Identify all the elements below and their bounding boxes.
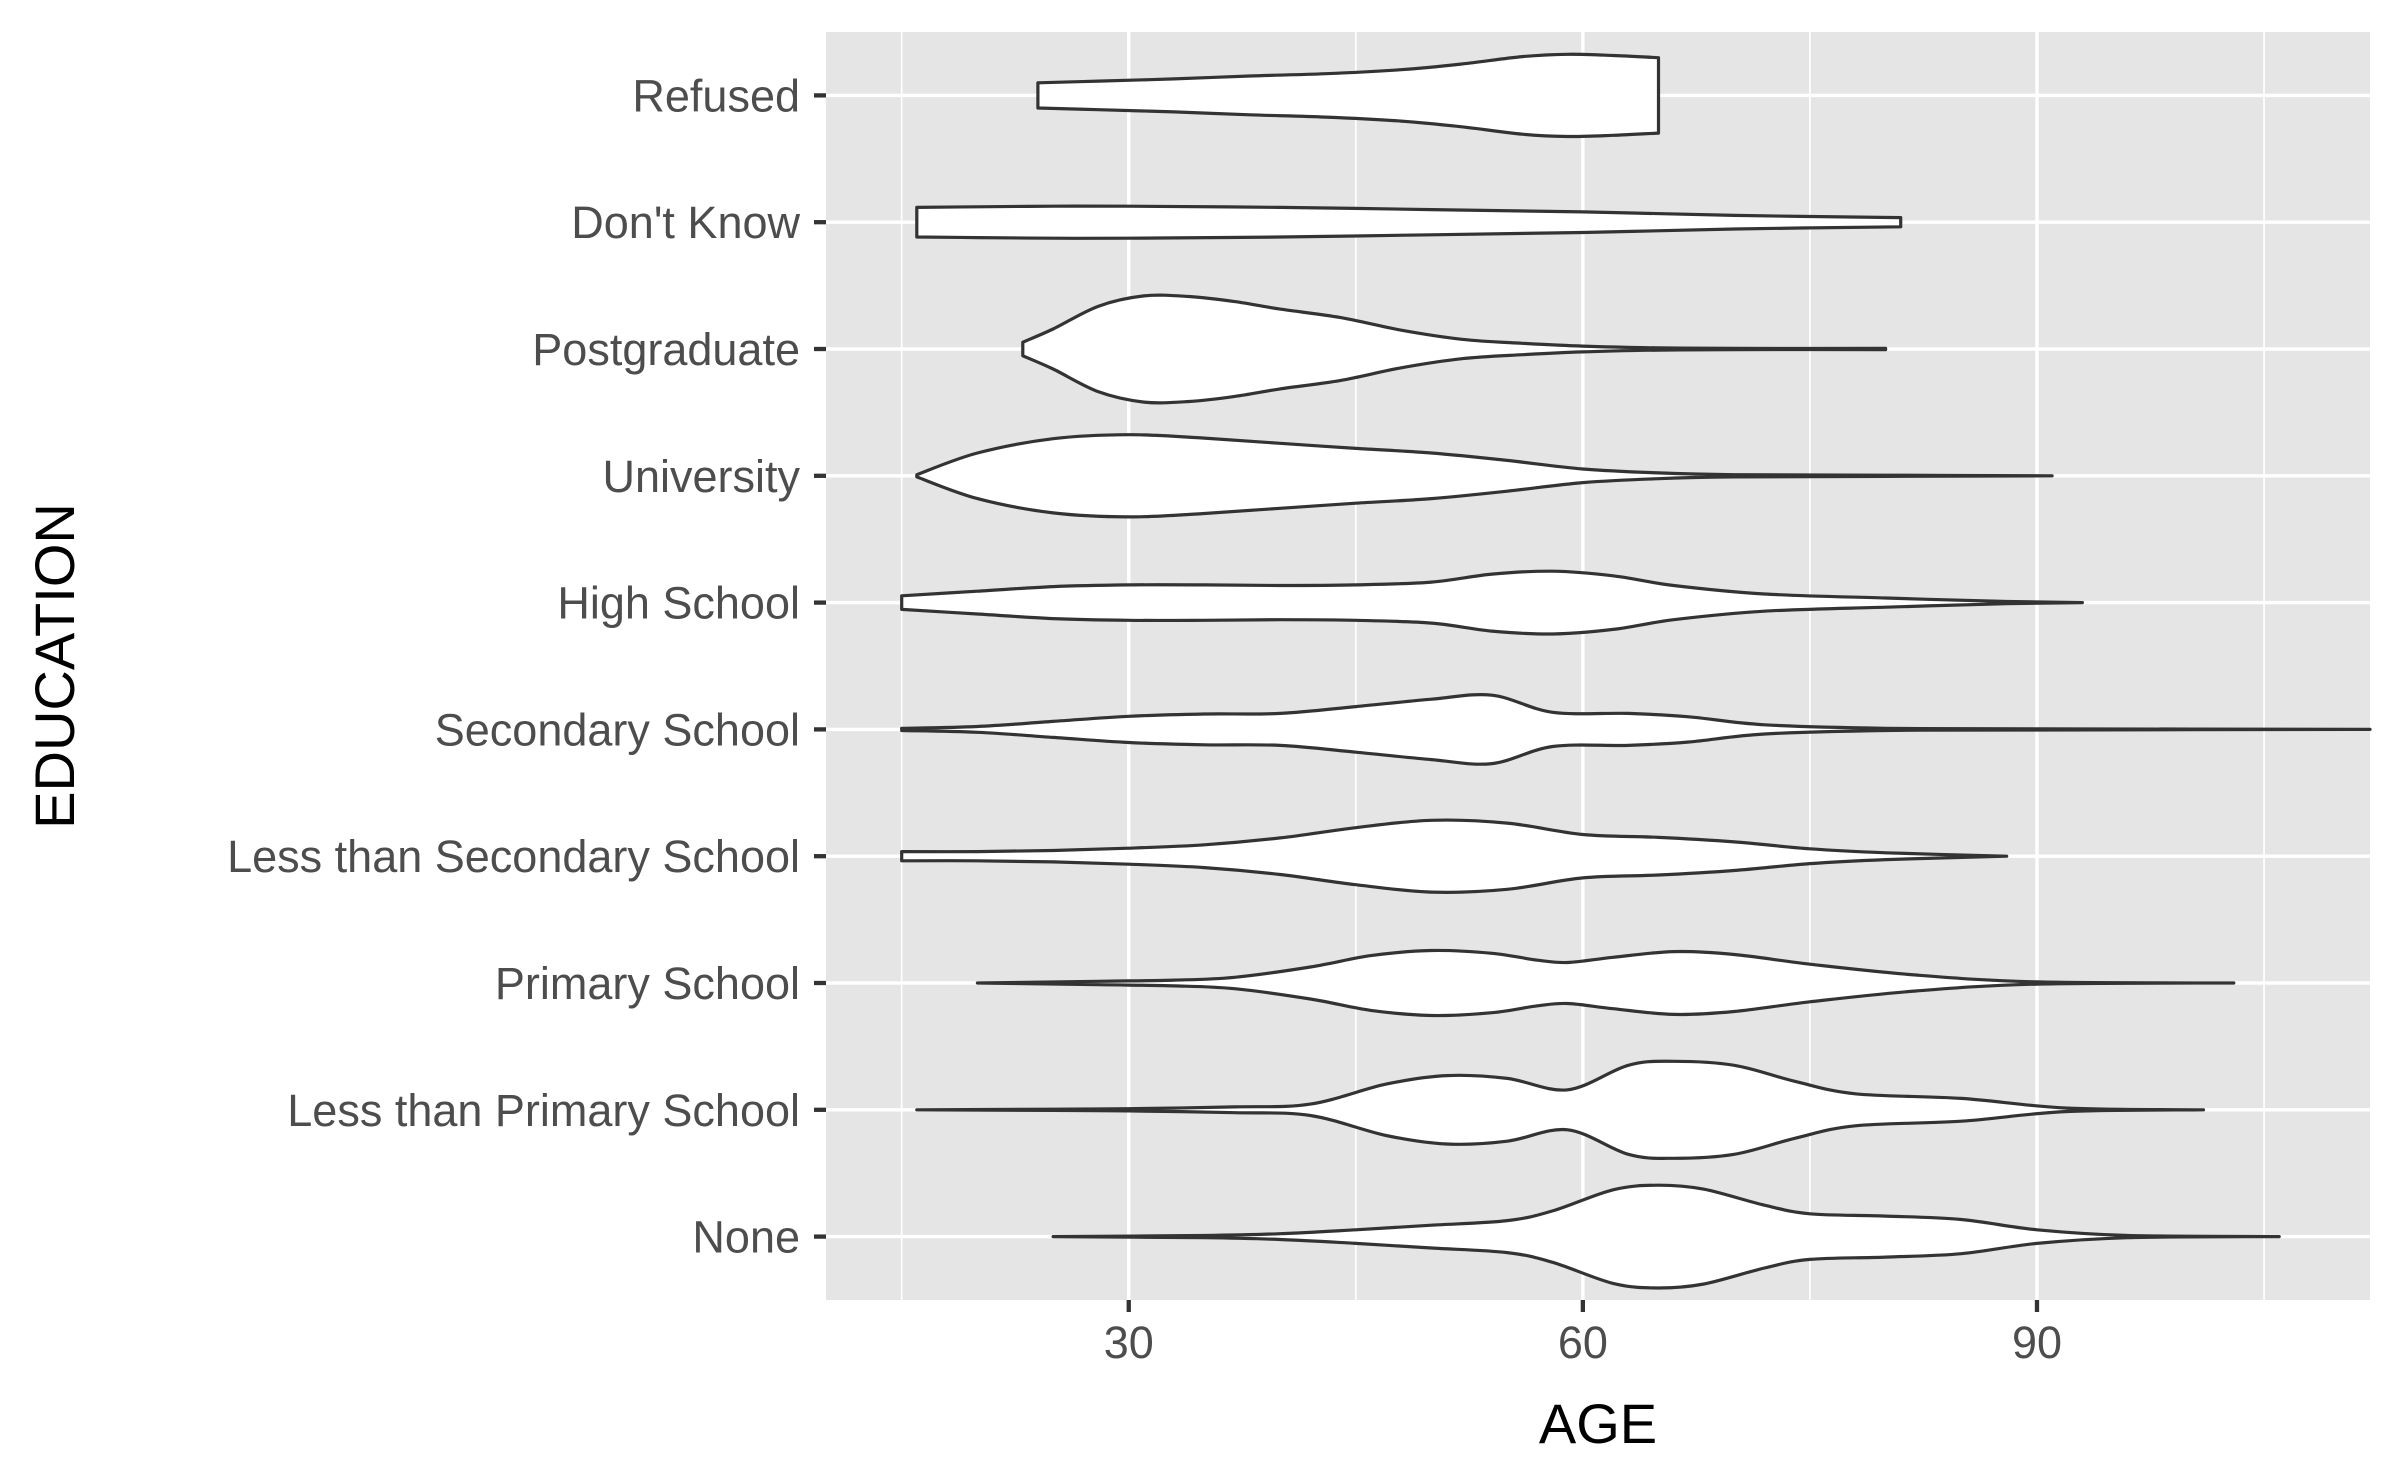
y-axis-title: EDUCATION xyxy=(23,503,86,829)
y-tick-label: Primary School xyxy=(495,958,800,1009)
y-tick-label: Secondary School xyxy=(435,704,800,755)
violin-secondary-school xyxy=(900,693,2372,766)
y-tick-label: Refused xyxy=(632,70,800,121)
x-axis-title: AGE xyxy=(1539,1392,1657,1455)
violin-high-school xyxy=(900,569,2084,636)
violin-less-than-secondary-school xyxy=(900,818,2009,894)
violin-refused xyxy=(1036,52,1661,139)
x-tick-label: 90 xyxy=(2012,1317,2062,1368)
violin-postgraduate xyxy=(1021,293,1888,405)
violin-university xyxy=(915,433,2054,519)
x-tick-label: 60 xyxy=(1558,1317,1608,1368)
violin-none xyxy=(1051,1183,2281,1290)
violin-don-t-know xyxy=(915,204,1903,240)
x-axis: 30 60 90 xyxy=(1104,1300,2062,1368)
y-axis: None Less than Primary School Primary Scho… xyxy=(227,70,826,1263)
violin-less-than-primary-school xyxy=(915,1059,2206,1160)
y-tick-label: Less than Secondary School xyxy=(227,831,800,882)
violins xyxy=(900,52,2372,1290)
y-tick-label: Less than Primary School xyxy=(287,1085,800,1136)
x-tick-label: 30 xyxy=(1104,1317,1154,1368)
y-tick-label: High School xyxy=(557,578,800,629)
y-tick-label: Postgraduate xyxy=(532,324,800,375)
y-tick-label: University xyxy=(602,451,800,502)
y-tick-label: None xyxy=(692,1212,800,1263)
y-tick-label: Don't Know xyxy=(571,197,800,248)
violin-primary-school xyxy=(975,948,2236,1018)
